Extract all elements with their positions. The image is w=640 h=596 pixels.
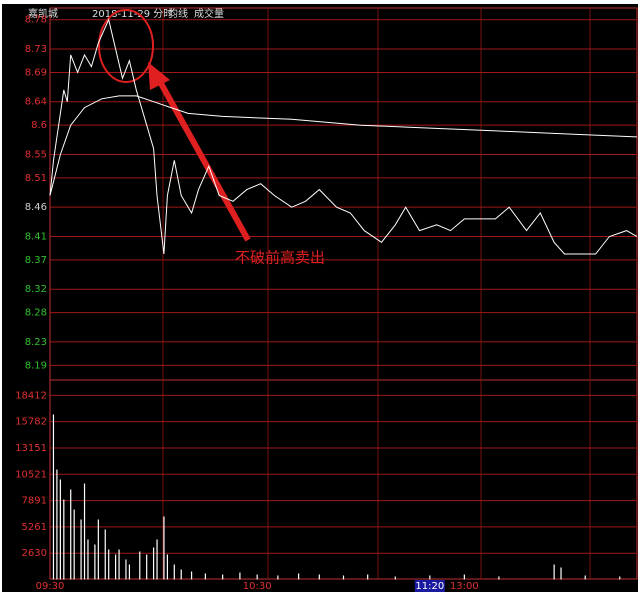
volume-bar <box>115 554 117 580</box>
background <box>2 4 638 592</box>
y-tick-label: 8.41 <box>25 231 47 242</box>
volume-bar <box>173 564 175 580</box>
volume-bar <box>125 559 127 580</box>
y-tick-label: 13151 <box>15 443 47 454</box>
volume-bar <box>584 575 586 580</box>
legend-entry: 均线 <box>168 7 188 20</box>
x-tick-label: 10:30 <box>243 581 272 592</box>
volume-bar <box>367 574 369 580</box>
volume-bar <box>80 519 82 580</box>
cursor-box <box>414 580 445 592</box>
volume-bar <box>87 539 89 580</box>
y-tick-label: 10521 <box>15 469 47 480</box>
cursor-label: 11:20 <box>415 581 444 592</box>
volume-bar <box>190 571 193 580</box>
x-tick-label: 09:30 <box>36 581 65 592</box>
volume-bar <box>256 574 258 580</box>
y-tick-label: 8.23 <box>25 337 47 348</box>
volume-bar <box>52 414 55 580</box>
subtitle: 2018-11-29 分时 <box>92 8 173 20</box>
volume-bar <box>94 544 96 580</box>
highlight-circle <box>98 9 154 83</box>
y-tick-label: 8.55 <box>25 149 47 160</box>
y-tick-label: 15782 <box>15 417 47 428</box>
y-tick-label: 8.19 <box>25 360 47 371</box>
volume-bar <box>146 554 148 580</box>
volume-bar <box>394 576 396 580</box>
y-tick-label: 8.69 <box>25 67 47 78</box>
y-tick-label: 8.32 <box>25 284 47 295</box>
grid-layer <box>50 19 637 554</box>
volume-bar <box>166 554 168 580</box>
volume-bar <box>180 569 182 580</box>
volume-bar <box>139 551 141 580</box>
y-tick-label: 8.46 <box>25 202 47 213</box>
volume-bar <box>108 549 110 580</box>
volume-bar <box>429 575 431 580</box>
volume-bar <box>118 549 120 580</box>
y-tick-label: 8.6 <box>31 120 47 131</box>
time-grid <box>162 8 591 579</box>
volume-title: 成交量 <box>194 7 224 20</box>
volume-bar <box>104 529 106 580</box>
x-tick-label: 13:00 <box>450 581 479 592</box>
volume-bar <box>70 489 72 580</box>
volume-bar <box>204 573 206 580</box>
volume-bar <box>298 573 300 580</box>
y-tick-label: 7891 <box>22 496 47 507</box>
volume-bar <box>163 516 165 580</box>
chart-title: 嘉凯城 <box>28 7 58 20</box>
price-line <box>49 18 638 255</box>
volume-bar <box>156 539 158 580</box>
volume-bar <box>560 567 562 580</box>
volume-bar <box>152 547 155 580</box>
volume-bar <box>83 483 86 580</box>
volume-bar <box>63 499 65 580</box>
volume-bar <box>73 509 75 580</box>
volume-bar <box>463 574 465 580</box>
volume-bar <box>498 576 500 580</box>
y-tick-label: 8.51 <box>25 173 47 184</box>
y-tick-label: 8.28 <box>25 308 47 319</box>
y-tick-label: 8.78 <box>25 15 47 26</box>
y-tick-label: 18412 <box>15 390 47 401</box>
y-tick-label: 8.64 <box>25 97 47 108</box>
annotation: 不破前高卖出 <box>235 249 325 267</box>
volume-bar <box>342 575 345 580</box>
volume-bar <box>239 572 241 580</box>
volume-bar <box>619 576 621 580</box>
volume-bar <box>59 479 61 580</box>
y-tick-label: 8.37 <box>25 255 47 266</box>
y-tick-label: 8.73 <box>25 44 47 55</box>
arrow-shaft <box>155 76 251 242</box>
volume-bar <box>128 564 131 580</box>
y-tick-label: 5261 <box>22 522 47 533</box>
arrow-head <box>148 62 170 90</box>
volume-bar <box>553 564 555 580</box>
volume-bar <box>56 469 58 580</box>
volume-bar <box>318 574 320 580</box>
y-tick-label: 2630 <box>22 548 47 559</box>
price-line <box>49 95 638 196</box>
volume-bar <box>97 519 99 580</box>
volume-bar <box>222 574 224 580</box>
volume-bar <box>277 575 279 580</box>
